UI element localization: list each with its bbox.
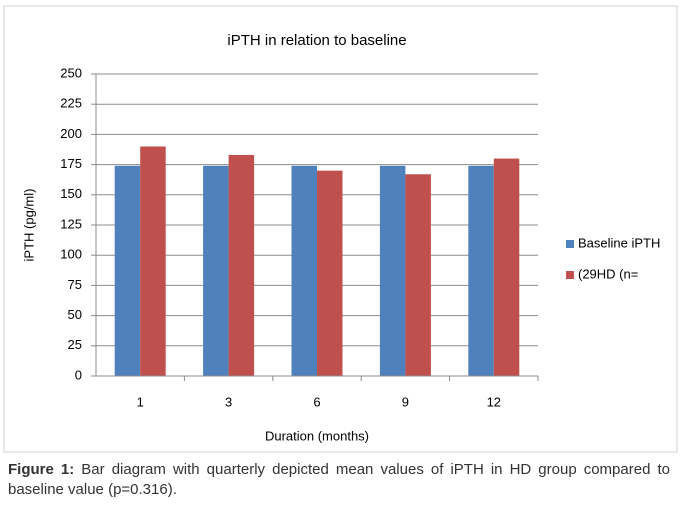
x-tick-label: 6: [313, 394, 320, 409]
bar: [291, 165, 317, 376]
bar: [405, 174, 431, 376]
y-tick-label: 0: [75, 367, 82, 382]
bar: [317, 170, 343, 376]
y-tick-label: 200: [60, 126, 82, 141]
x-tick-label: 3: [225, 394, 232, 409]
y-tick-label: 25: [68, 337, 82, 352]
y-tick-label: 150: [60, 186, 82, 201]
y-tick-label: 50: [68, 307, 82, 322]
y-tick-label: 75: [68, 277, 82, 292]
bar: [493, 158, 520, 376]
bar: [228, 154, 255, 376]
legend-swatch: [566, 271, 574, 279]
y-tick-label: 250: [60, 65, 82, 80]
legend-label: (29HD (n=: [578, 266, 638, 281]
x-tick-label: 1: [137, 394, 144, 409]
bar: [468, 165, 494, 376]
x-axis-label: Duration (months): [265, 428, 369, 443]
y-tick-label: 125: [60, 216, 82, 231]
y-tick-label: 100: [60, 247, 82, 262]
legend-swatch: [566, 240, 574, 248]
chart: iPTH in relation to baseline Duration (m…: [3, 5, 678, 453]
caption: Figure 1: Bar diagram with quarterly dep…: [8, 460, 670, 500]
caption-label: Figure 1:: [8, 461, 75, 478]
bar: [140, 146, 166, 376]
bar: [203, 165, 229, 376]
bar: [379, 165, 406, 376]
chart-title: iPTH in relation to baseline: [227, 32, 406, 49]
y-tick-label: 225: [60, 96, 82, 111]
y-axis-label: iPTH (pg/ml): [21, 189, 36, 262]
x-tick-label: 12: [487, 394, 501, 409]
bar: [114, 165, 141, 376]
y-tick-label: 175: [60, 156, 82, 171]
caption-text: Bar diagram with quarterly depicted mean…: [8, 461, 670, 498]
legend-label: Baseline iPTH: [578, 235, 660, 250]
x-tick-label: 9: [402, 394, 409, 409]
